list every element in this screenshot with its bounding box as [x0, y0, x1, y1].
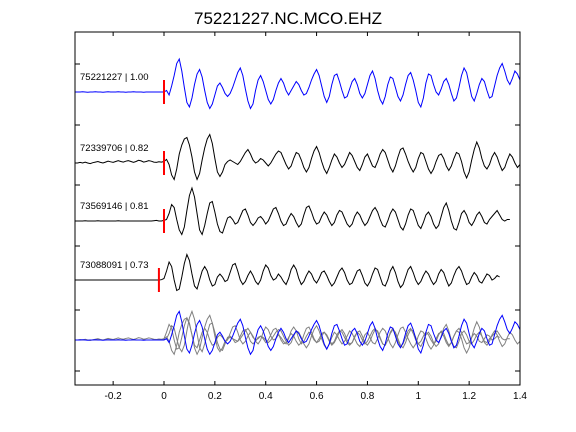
- stacked-overlay: [75, 309, 521, 356]
- trace-line-2: [75, 133, 521, 181]
- chart-title: 75221227.NC.MCO.EHZ: [194, 9, 382, 28]
- overlay-line-1: [75, 310, 521, 356]
- pick-markers: [157, 80, 165, 292]
- x-tick-label: 1.2: [462, 391, 476, 402]
- x-tick-label: 0.4: [259, 391, 273, 402]
- trace-label-3: 73569146 | 0.81: [80, 201, 149, 212]
- trace-line-3: [75, 186, 510, 236]
- overlay-line-4: [75, 316, 500, 350]
- overlay-line-3: [75, 309, 510, 353]
- x-tick-label: 0.6: [310, 391, 324, 402]
- x-tick-label: -0.2: [105, 391, 123, 402]
- x-tick-label: 0.2: [208, 391, 222, 402]
- trace-label-4: 73088091 | 0.73: [80, 260, 149, 271]
- plot-axes: -0.2 0 0.2 0.4 0.6 0.8 1 1.2 1.4: [74, 31, 527, 402]
- trace-label-2: 72339706 | 0.82: [80, 143, 149, 154]
- x-tick-label: 1: [416, 391, 422, 402]
- trace-line-4: [75, 252, 500, 292]
- axes-frame: [74, 31, 521, 386]
- x-tick-label: 0.8: [360, 391, 374, 402]
- x-tick-label: 1.4: [513, 391, 527, 402]
- x-tick-label: 0: [161, 391, 167, 402]
- trace-layer: [75, 57, 521, 292]
- trace-line-1: [75, 57, 521, 110]
- trace-label-1: 75221227 | 1.00: [80, 72, 149, 83]
- trace-labels: 75221227 | 1.00 72339706 | 0.82 73569146 |…: [80, 72, 149, 271]
